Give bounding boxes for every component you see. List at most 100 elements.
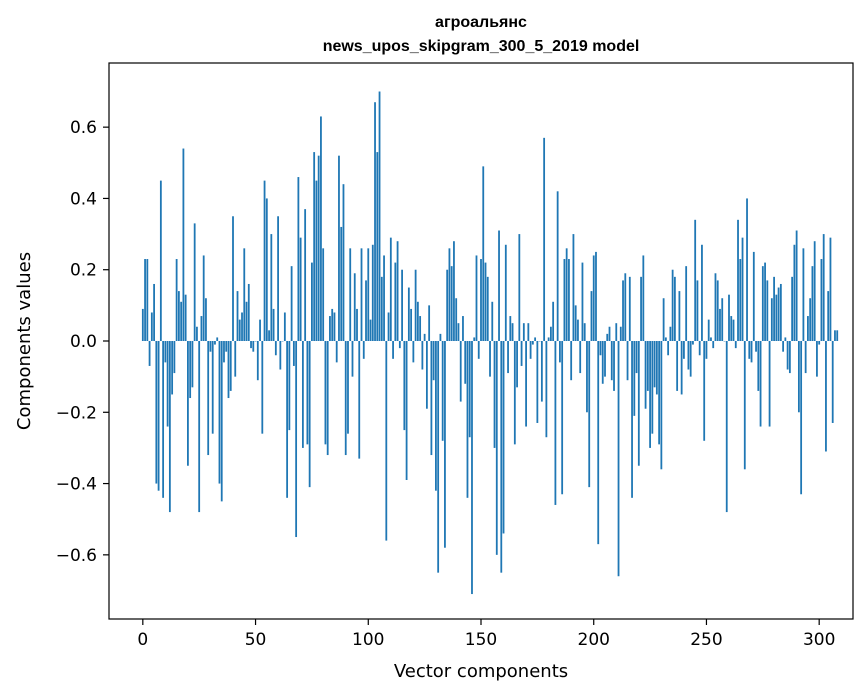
bar-19 bbox=[184, 294, 187, 341]
bar-3 bbox=[148, 341, 151, 366]
bar-134 bbox=[444, 341, 446, 548]
bar-225 bbox=[649, 341, 651, 448]
bar-236 bbox=[673, 276, 676, 341]
bar-130 bbox=[435, 341, 437, 491]
bar-32 bbox=[214, 341, 216, 345]
bar-23 bbox=[193, 223, 196, 341]
x-tick-label: 250 bbox=[690, 630, 722, 650]
bar-273 bbox=[757, 341, 760, 391]
bar-214 bbox=[624, 273, 627, 341]
bar-248 bbox=[701, 244, 703, 341]
bar-305 bbox=[829, 237, 832, 341]
bar-59 bbox=[274, 341, 277, 356]
bar-191 bbox=[572, 234, 575, 341]
bar-92 bbox=[349, 248, 352, 341]
x-axis-ticks: 0 50 100 150 200 250 300 bbox=[137, 619, 835, 650]
bar-148 bbox=[475, 255, 478, 341]
y-axis-label: Components values bbox=[14, 252, 35, 430]
bar-100 bbox=[367, 248, 370, 341]
bar-166 bbox=[516, 341, 518, 388]
bar-252 bbox=[710, 337, 712, 341]
bar-111 bbox=[392, 341, 394, 359]
bar-87 bbox=[338, 155, 340, 341]
bar-61 bbox=[279, 341, 282, 370]
bar-218 bbox=[633, 341, 636, 416]
bar-234 bbox=[669, 326, 672, 341]
bar-131 bbox=[437, 341, 440, 573]
bar-153 bbox=[486, 276, 489, 341]
bar-301 bbox=[820, 259, 823, 341]
bar-212 bbox=[619, 326, 622, 341]
bar-222 bbox=[642, 255, 645, 341]
bar-48 bbox=[250, 341, 252, 349]
bar-88 bbox=[340, 226, 343, 341]
bar-299 bbox=[816, 341, 818, 377]
bar-117 bbox=[405, 341, 408, 480]
bar-137 bbox=[450, 266, 453, 341]
bar-260 bbox=[728, 294, 730, 341]
bar-296 bbox=[809, 298, 812, 341]
bar-9 bbox=[162, 341, 165, 498]
bar-182 bbox=[552, 301, 555, 341]
bar-227 bbox=[653, 341, 656, 388]
bar-145 bbox=[468, 341, 471, 438]
bar-285 bbox=[784, 337, 787, 341]
bar-73 bbox=[306, 341, 309, 445]
bar-195 bbox=[581, 262, 584, 341]
bar-7 bbox=[157, 341, 160, 491]
bar-146 bbox=[471, 341, 473, 595]
bar-91 bbox=[347, 341, 349, 434]
bar-178 bbox=[543, 137, 546, 341]
bar-164 bbox=[511, 323, 514, 341]
bar-159 bbox=[500, 341, 503, 573]
bar-57 bbox=[270, 234, 273, 341]
bar-261 bbox=[730, 316, 733, 341]
bar-208 bbox=[610, 341, 613, 381]
bar-83 bbox=[329, 316, 331, 341]
bar-121 bbox=[414, 269, 417, 341]
bar-104 bbox=[376, 152, 379, 341]
bar-188 bbox=[565, 248, 568, 341]
bar-116 bbox=[403, 341, 406, 431]
x-tick-label: 50 bbox=[245, 630, 267, 650]
bar-183 bbox=[554, 341, 557, 505]
bar-256 bbox=[719, 308, 721, 341]
bar-124 bbox=[421, 341, 424, 370]
bar-293 bbox=[802, 248, 805, 341]
bar-281 bbox=[775, 294, 778, 341]
bar-278 bbox=[768, 341, 771, 427]
bar-216 bbox=[628, 276, 631, 341]
bar-272 bbox=[755, 341, 757, 352]
bar-168 bbox=[520, 341, 523, 366]
bar-161 bbox=[504, 244, 507, 341]
bar-171 bbox=[527, 323, 530, 341]
bar-65 bbox=[288, 341, 291, 431]
bar-262 bbox=[732, 319, 735, 341]
bar-28 bbox=[205, 298, 207, 341]
bar-123 bbox=[419, 316, 422, 341]
bar-144 bbox=[466, 341, 469, 498]
bar-223 bbox=[644, 341, 647, 409]
y-tick-label: 0.6 bbox=[70, 118, 97, 138]
bar-156 bbox=[493, 341, 496, 448]
bar-107 bbox=[383, 255, 385, 341]
bar-29 bbox=[207, 341, 210, 456]
bar-286 bbox=[786, 341, 789, 370]
x-tick-label: 200 bbox=[578, 630, 610, 650]
bar-288 bbox=[791, 276, 794, 341]
bar-106 bbox=[380, 276, 383, 341]
bar-102 bbox=[371, 244, 374, 341]
y-tick-label: −0.2 bbox=[56, 403, 97, 423]
bar-43 bbox=[238, 319, 241, 341]
bar-282 bbox=[777, 287, 780, 341]
bar-187 bbox=[563, 259, 566, 341]
bar-129 bbox=[432, 341, 435, 381]
bar-276 bbox=[764, 262, 766, 341]
bar-226 bbox=[651, 341, 654, 434]
plot-frame bbox=[108, 62, 854, 620]
bar-2 bbox=[146, 259, 149, 341]
bar-10 bbox=[164, 341, 167, 363]
bar-274 bbox=[759, 341, 762, 427]
bar-139 bbox=[455, 298, 458, 341]
bar-284 bbox=[782, 341, 785, 352]
